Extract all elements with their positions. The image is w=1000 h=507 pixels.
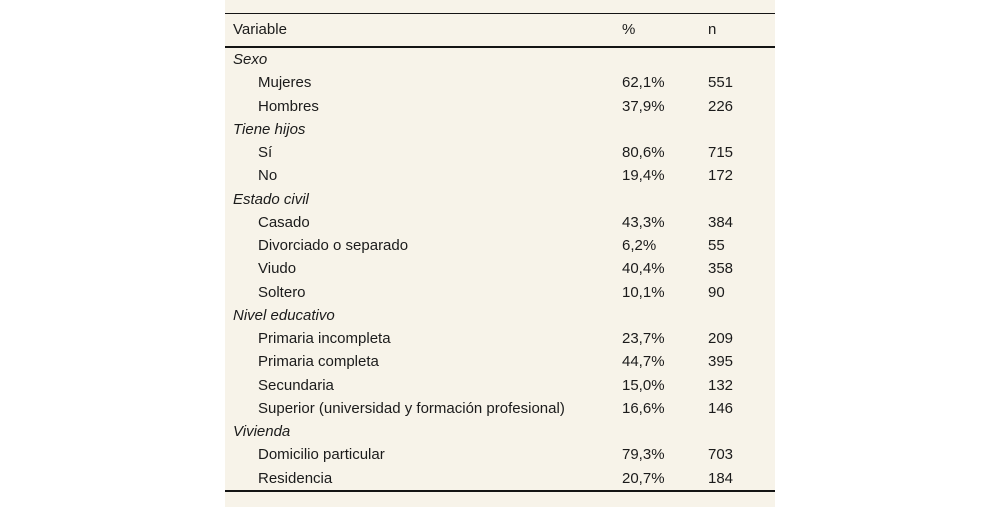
section-label: Nivel educativo — [233, 306, 335, 324]
section-label: Tiene hijos — [233, 120, 306, 138]
table-row: Residencia 20,7% 184 — [225, 467, 775, 490]
row-percent: 37,9% — [622, 97, 665, 115]
table-row: Hombres 37,9% 226 — [225, 95, 775, 118]
table-header-row: Variable % n — [225, 13, 775, 48]
row-n: 209 — [708, 330, 734, 347]
row-percent: 19,4% — [622, 167, 665, 185]
section-label: Sexo — [233, 51, 268, 68]
row-percent: 40,4% — [622, 260, 665, 278]
table-body: Sexo Mujeres 62,1% 551 Hombres 37,9% 226 Tiene … — [225, 48, 775, 492]
row-percent: 15,0% — [622, 376, 665, 394]
row-label: Soltero — [258, 283, 306, 301]
row-label: Divorciado o separado — [258, 237, 409, 254]
row-n: 358 — [708, 260, 734, 278]
row-label: Sí — [258, 144, 273, 161]
section-label-row: Estado civil — [225, 188, 775, 211]
column-header-n: n — [708, 21, 717, 38]
row-label: Secundaria — [258, 376, 334, 394]
row-percent: 10,1% — [622, 283, 665, 301]
row-percent: 79,3% — [622, 446, 665, 464]
table-row: No 19,4% 172 — [225, 164, 775, 187]
row-n: 172 — [708, 167, 734, 185]
table-row: Mujeres 62,1% 551 — [225, 71, 775, 94]
row-n: 146 — [708, 399, 734, 417]
section-label: Vivienda — [233, 423, 291, 440]
section-label-row: Tiene hijos — [225, 118, 775, 141]
table-row: Sí 80,6% 715 — [225, 141, 775, 164]
row-n: 184 — [708, 469, 734, 487]
row-n: 715 — [708, 144, 734, 161]
row-percent: 6,2% — [622, 237, 657, 254]
row-n: 90 — [708, 283, 725, 301]
row-n: 703 — [708, 446, 734, 464]
row-n: 55 — [708, 237, 725, 254]
row-percent: 62,1% — [622, 74, 665, 92]
column-header-percent: % — [622, 21, 636, 38]
row-label: Mujeres — [258, 74, 312, 92]
row-n: 384 — [708, 213, 734, 231]
section-label-row: Vivienda — [225, 420, 775, 443]
row-label: Casado — [258, 213, 310, 231]
section-label: Estado civil — [233, 190, 309, 208]
row-percent: 16,6% — [622, 399, 665, 417]
row-n: 395 — [708, 353, 734, 371]
table-row: Domicilio particular 79,3% 703 — [225, 443, 775, 466]
row-label: No — [258, 167, 278, 185]
row-label: Superior (universidad y formación profes… — [258, 399, 565, 417]
table-row: Viudo 40,4% 358 — [225, 257, 775, 280]
row-label: Residencia — [258, 469, 333, 487]
row-label: Domicilio particular — [258, 446, 385, 464]
demographics-table: Variable % n Sexo Mujeres 62,1% 551 Hombres 3… — [225, 0, 775, 507]
row-percent: 20,7% — [622, 469, 665, 487]
table-row: Primaria incompleta 23,7% 209 — [225, 327, 775, 350]
row-percent: 80,6% — [622, 144, 665, 161]
row-n: 226 — [708, 97, 734, 115]
table-row: Superior (universidad y formación profes… — [225, 397, 775, 420]
section-label-row: Nivel educativo — [225, 304, 775, 327]
table-row: Soltero 10,1% 90 — [225, 281, 775, 304]
row-n: 132 — [708, 376, 734, 394]
row-percent: 44,7% — [622, 353, 665, 371]
row-label: Primaria incompleta — [258, 330, 391, 347]
table-row: Primaria completa 44,7% 395 — [225, 350, 775, 373]
row-label: Primaria completa — [258, 353, 379, 371]
table-row: Casado 43,3% 384 — [225, 211, 775, 234]
row-label: Hombres — [258, 97, 319, 115]
table-row: Divorciado o separado 6,2% 55 — [225, 234, 775, 257]
table-row: Secundaria 15,0% 132 — [225, 374, 775, 397]
row-percent: 43,3% — [622, 213, 665, 231]
row-label: Viudo — [258, 260, 297, 278]
row-percent: 23,7% — [622, 330, 665, 347]
section-label-row: Sexo — [225, 48, 775, 71]
column-header-variable: Variable — [233, 21, 287, 38]
row-n: 551 — [708, 74, 734, 92]
